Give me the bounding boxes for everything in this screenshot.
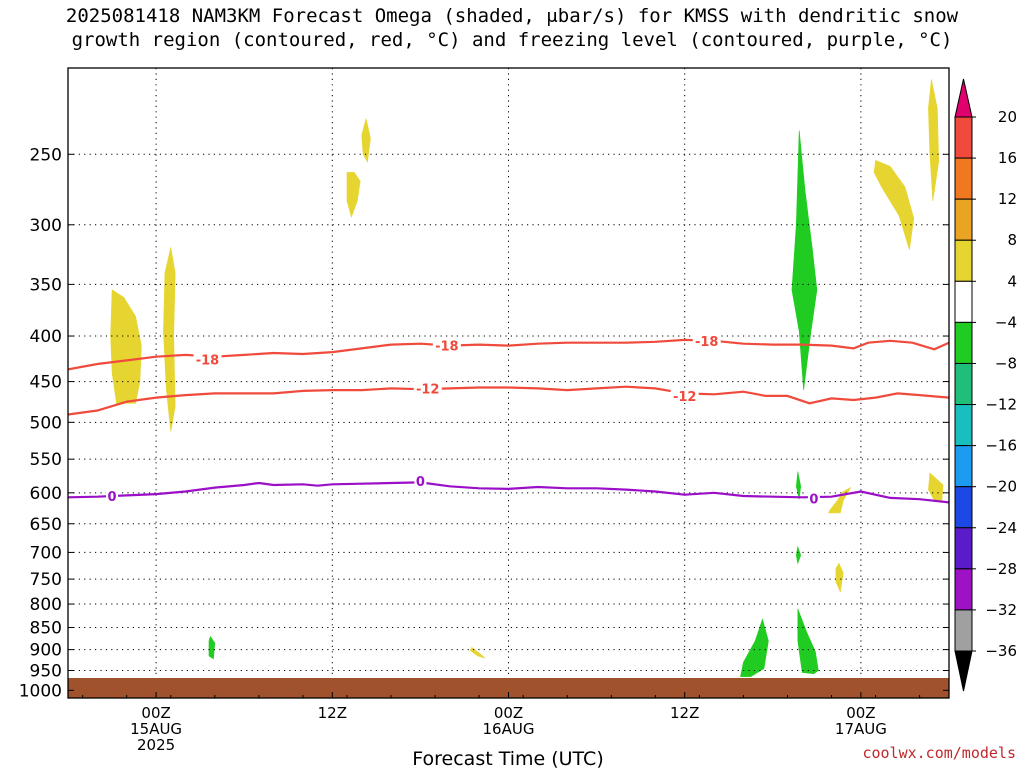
contour-label-0-2: -18 — [695, 335, 719, 350]
y-tick-label-300: 300 — [30, 216, 62, 236]
y-tick-label-600: 600 — [30, 484, 62, 504]
x-tick-label-4-0: 00Z — [846, 704, 875, 722]
omega-region-13 — [208, 635, 216, 660]
chart-title-line-2: growth region (contoured, red, °C) and f… — [72, 29, 953, 51]
contour-label-1-0: -12 — [416, 382, 440, 397]
colorbar-bin-3 — [954, 239, 973, 282]
y-tick-label-700: 700 — [30, 543, 62, 563]
x-tick-label-0-1: 15AUG — [130, 720, 182, 738]
colorbar: 20 16 12 8 4 −4 −8 −12 −16 −20 −24 −28 −32 −36 — [954, 78, 1017, 692]
y-tick-label-550: 550 — [30, 450, 62, 470]
x-tick-label-2-0: 00Z — [494, 704, 523, 722]
contour-layer: -18 -18 -18 -12 -12 0 0 0 — [68, 332, 949, 508]
colorbar-bin-7 — [954, 404, 973, 447]
colorbar-bin-6 — [954, 362, 973, 406]
colorbar-label-8: −16 — [985, 437, 1017, 455]
omega-shading-layer — [110, 79, 944, 677]
contour-label-bg — [692, 332, 721, 348]
colorbar-bin-0 — [954, 116, 973, 159]
colorbar-label-6: −8 — [995, 354, 1017, 372]
x-axis-label: Forecast Time (UTC) — [412, 748, 603, 768]
colorbar-label-7: −12 — [985, 396, 1017, 414]
contour-label-2-1: 0 — [416, 475, 425, 490]
omega-region-12 — [795, 545, 802, 565]
ground-surface — [68, 678, 949, 698]
contour-label-bg — [413, 380, 442, 396]
colorbar-bottom-arrow — [954, 650, 973, 692]
contour-line-0 — [68, 338, 949, 371]
colorbar-bin-8 — [954, 445, 973, 488]
contour-line-1 — [68, 385, 949, 416]
omega-region-8 — [835, 562, 844, 593]
contour-label-0-1: -18 — [435, 340, 459, 355]
x-tick-label-1-0: 12Z — [318, 704, 347, 722]
y-tick-label-750: 750 — [30, 570, 62, 590]
colorbar-bin-1 — [954, 157, 973, 200]
credit-text: coolwx.com/models — [862, 744, 1016, 762]
contour-label-1-1: -12 — [673, 390, 697, 405]
grid-layer — [68, 68, 949, 698]
contour-line-2 — [68, 481, 949, 504]
y-tick-label-800: 800 — [30, 595, 62, 615]
plot-area: -18 -18 -18 -12 -12 0 0 0 — [67, 67, 950, 699]
colorbar-bin-12 — [954, 609, 973, 652]
contour-label-bg — [807, 490, 820, 506]
contour-label-bg — [414, 473, 427, 489]
colorbar-bin-9 — [954, 486, 973, 529]
colorbar-bin-11 — [954, 568, 973, 611]
y-tick-label-250: 250 — [30, 145, 62, 165]
contour-label-2-2: 0 — [809, 493, 818, 508]
colorbar-bin-10 — [954, 527, 973, 570]
colorbar-bin-2 — [954, 198, 973, 241]
y-tick-label-950: 950 — [30, 662, 62, 682]
omega-region-2 — [361, 118, 371, 163]
colorbar-label-2: 12 — [998, 190, 1017, 208]
chart-title-line-1: 2025081418 NAM3KM Forecast Omega (shaded… — [66, 5, 959, 27]
y-tick-label-650: 650 — [30, 515, 62, 535]
omega-region-0 — [110, 289, 142, 404]
colorbar-top-arrow — [954, 78, 973, 118]
omega-region-4 — [873, 159, 915, 250]
contour-label-bg — [432, 337, 461, 353]
y-tick-label-350: 350 — [30, 275, 62, 295]
omega-region-3 — [346, 172, 361, 218]
x-tick-label-0-2: 2025 — [137, 736, 175, 754]
y-tick-label-850: 850 — [30, 618, 62, 638]
colorbar-bin-4 — [954, 280, 973, 323]
y-tick-label-500: 500 — [30, 413, 62, 433]
omega-region-10 — [791, 130, 818, 391]
contour-label-bg — [670, 387, 699, 403]
colorbar-label-5: −4 — [995, 313, 1017, 331]
omega-region-15 — [797, 608, 819, 675]
omega-region-11 — [795, 471, 802, 500]
colorbar-label-10: −24 — [985, 519, 1017, 537]
contour-label-2-0: 0 — [108, 490, 117, 505]
x-tick-label-2-1: 16AUG — [483, 720, 535, 738]
omega-region-14 — [740, 618, 769, 677]
y-tick-label-450: 450 — [30, 373, 62, 393]
x-tick-label-3-0: 12Z — [670, 704, 699, 722]
omega-region-5 — [928, 79, 940, 201]
y-tick-label-1000: 1000 — [19, 681, 62, 701]
colorbar-label-13: −36 — [985, 642, 1017, 660]
colorbar-label-3: 8 — [1007, 231, 1017, 249]
colorbar-label-12: −32 — [985, 601, 1017, 619]
y-tick-label-400: 400 — [30, 327, 62, 347]
y-tick-label-900: 900 — [30, 641, 62, 661]
omega-region-1 — [163, 247, 176, 432]
contour-label-0-0: -18 — [196, 353, 220, 368]
contour-label-bg — [106, 488, 119, 504]
colorbar-label-9: −20 — [985, 478, 1017, 496]
x-tick-label-0-0: 00Z — [141, 704, 170, 722]
colorbar-label-4: 4 — [1007, 272, 1017, 290]
colorbar-label-11: −28 — [985, 560, 1017, 578]
y-axis: 250 300 350 400 450 500 550 600 650 700 750 800 850 9… — [19, 145, 949, 701]
x-tick-label-4-1: 17AUG — [835, 720, 887, 738]
colorbar-label-1: 16 — [998, 149, 1017, 167]
colorbar-bin-5 — [954, 321, 973, 364]
contour-label-bg — [193, 351, 222, 367]
colorbar-label-0: 20 — [998, 108, 1017, 126]
